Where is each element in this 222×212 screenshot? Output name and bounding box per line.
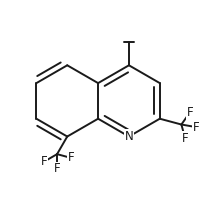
Text: N: N [125,130,133,143]
Text: F: F [186,106,193,119]
Text: F: F [54,162,60,175]
Text: F: F [68,151,75,165]
Text: F: F [192,121,199,134]
Text: F: F [41,155,48,168]
Text: F: F [182,132,188,145]
